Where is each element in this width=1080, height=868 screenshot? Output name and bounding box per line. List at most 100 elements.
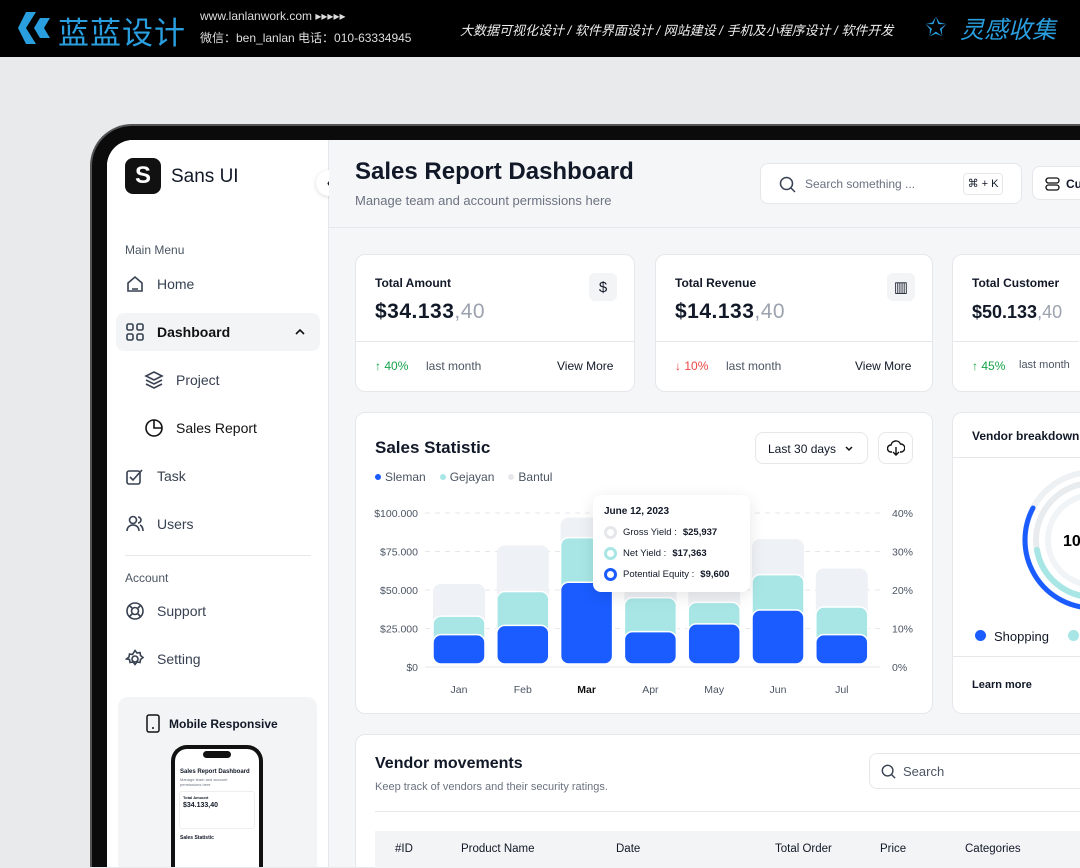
x-tick-label: Apr [642, 684, 659, 696]
range-dropdown[interactable]: Last 30 days [755, 432, 868, 464]
bar-sleman[interactable] [432, 633, 486, 665]
bar-sleman[interactable] [815, 633, 869, 665]
tooltip-row: Gross Yield : $25,937 [604, 526, 717, 539]
search-icon [881, 764, 896, 779]
y2-tick-label: 10% [892, 624, 913, 636]
sidebar-item-project[interactable]: Project [144, 370, 220, 390]
x-tick-label: Jan [451, 684, 468, 696]
tooltip-row: Net Yield : $17,363 [604, 547, 707, 560]
phone-title: Sales Report Dashboard [180, 769, 250, 775]
sidebar-item-dashboard[interactable]: Dashboard [116, 313, 320, 351]
y2-tick-label: 20% [892, 585, 913, 597]
legend-dot-icon [439, 474, 446, 480]
search-icon [779, 176, 796, 193]
column-header[interactable]: Price [880, 843, 907, 855]
search-input[interactable]: Search something ... ⌘ + K [760, 163, 1022, 204]
sales-chart: $0 0% $25.000 10% $50.000 20% $75.000 30% $100.0… [374, 508, 913, 696]
chevron-down-icon [845, 446, 853, 452]
bar-sleman[interactable] [751, 609, 805, 665]
toggle-settings-icon [1045, 177, 1060, 191]
table-header: #ID Product Name Date Total Order Price Categ… [375, 831, 1080, 868]
sidebar-item-label: Users [157, 516, 194, 532]
mobile-card-title: Mobile Responsive [169, 717, 278, 731]
download-button[interactable] [878, 432, 913, 464]
shopping-dot-icon [975, 630, 986, 641]
sidebar-item-label: Project [176, 372, 220, 388]
sidebar-item-label: Home [157, 276, 195, 292]
stat-value-decimal: ,40 [1037, 302, 1063, 322]
sidebar-item-setting[interactable]: Setting [125, 649, 201, 669]
bar-sleman[interactable] [559, 581, 614, 665]
card-title: Sales Statistic [375, 438, 491, 457]
chevron-up-icon[interactable] [294, 326, 306, 338]
page-subtitle: Manage team and account permissions here [355, 193, 612, 208]
stat-card: Total Amount $34.133,40 $ ↑ 40% last mon… [355, 254, 635, 392]
legend-label: Gejayan [449, 470, 495, 484]
sidebar-item-users[interactable]: Users [125, 514, 194, 534]
chart-icon: ▥ [887, 273, 915, 301]
stat-value: $34.133,40 [375, 300, 485, 324]
sidebar-item-support[interactable]: Support [125, 601, 206, 621]
tooltip-label: Potential Equity : [623, 569, 695, 580]
divider [125, 555, 311, 556]
vendor-donut-chart: 10 [1022, 470, 1080, 610]
y-tick-label: $50.000 [380, 585, 418, 597]
grid-icon [126, 323, 144, 341]
x-tick-label: Jun [770, 684, 787, 696]
gear-icon [125, 649, 145, 666]
phone-chart-title: Sales Statistic [180, 835, 214, 841]
column-header[interactable]: Date [616, 843, 641, 855]
stat-value: $50.133,40 [972, 302, 1062, 323]
stat-change-value: 45% [981, 359, 1006, 373]
tooltip-dot-icon [604, 568, 617, 581]
tooltip-date: June 12, 2023 [604, 506, 670, 517]
stat-change-value: 40% [384, 359, 409, 373]
column-header[interactable]: Total Order [775, 843, 832, 855]
phone-mockup: Sales Report Dashboard Manage team and a… [171, 745, 263, 867]
customize-button[interactable]: Cu [1032, 166, 1080, 200]
legend-label: Bantul [518, 470, 553, 484]
bar-sleman[interactable] [496, 624, 550, 665]
banner-brand: 蓝蓝设计 [58, 16, 186, 52]
y-tick-label: $100.000 [374, 508, 418, 520]
banner-contact: 微信：ben_lanlan 电话：010-63334945 [200, 31, 412, 45]
view-more-link[interactable]: View More [557, 359, 614, 373]
cloud-download-icon [887, 440, 905, 456]
sidebar-item-label: Setting [157, 651, 201, 667]
shortcut-badge: ⌘ + K [963, 173, 1003, 195]
column-header[interactable]: Product Name [461, 843, 535, 855]
column-header[interactable]: #ID [395, 843, 413, 855]
bar-sleman[interactable] [687, 623, 741, 665]
vendor-search-input[interactable]: Search [869, 753, 1080, 789]
chart-tooltip: June 12, 2023 Gross Yield : $25,937 Net Y… [593, 495, 750, 592]
page-title: Sales Report Dashboard [355, 158, 634, 185]
sidebar-item-task[interactable]: Task [125, 466, 186, 486]
bar-sleman[interactable] [623, 630, 678, 665]
tooltip-label: Net Yield : [623, 548, 667, 559]
sidebar-item-label: Task [157, 468, 186, 484]
stat-card: Total Customer $50.133,40 ↑ 45% last mon… [952, 254, 1080, 392]
arrow-up-icon: ↑ [972, 359, 978, 373]
column-header[interactable]: Categories [965, 843, 1021, 855]
y-tick-label: $0 [406, 662, 418, 674]
account-label: Account [125, 571, 169, 585]
vendor-breakdown-card: Vendor breakdown 10 Shopping Learn more [952, 412, 1080, 714]
stat-value: $14.133,40 [675, 300, 785, 324]
sidebar-item-home[interactable]: Home [125, 274, 194, 294]
arrow-up-icon: ↑ [375, 359, 381, 373]
stat-period: last month [726, 359, 782, 373]
mobile-responsive-card: Mobile Responsive Sales Report Dashboard… [118, 697, 317, 867]
sidebar-item-sales-report[interactable]: Sales Report [144, 418, 257, 438]
learn-more-link[interactable]: Learn more [972, 679, 1032, 691]
app-name: Sans UI [171, 166, 239, 187]
tooltip-row: Potential Equity : $9,600 [604, 568, 729, 581]
tooltip-value: $17,363 [672, 548, 707, 559]
lanlan-logo-icon [18, 12, 50, 44]
view-more-link[interactable]: View More [855, 359, 912, 373]
y2-tick-label: 40% [892, 508, 913, 520]
lifebuoy-icon [126, 602, 144, 620]
legend-dot-icon [1068, 630, 1079, 641]
vendor-movements-card: Vendor movements Keep track of vendors a… [355, 734, 1080, 868]
legend-item: Sleman [375, 470, 426, 484]
y2-tick-label: 30% [892, 547, 913, 559]
